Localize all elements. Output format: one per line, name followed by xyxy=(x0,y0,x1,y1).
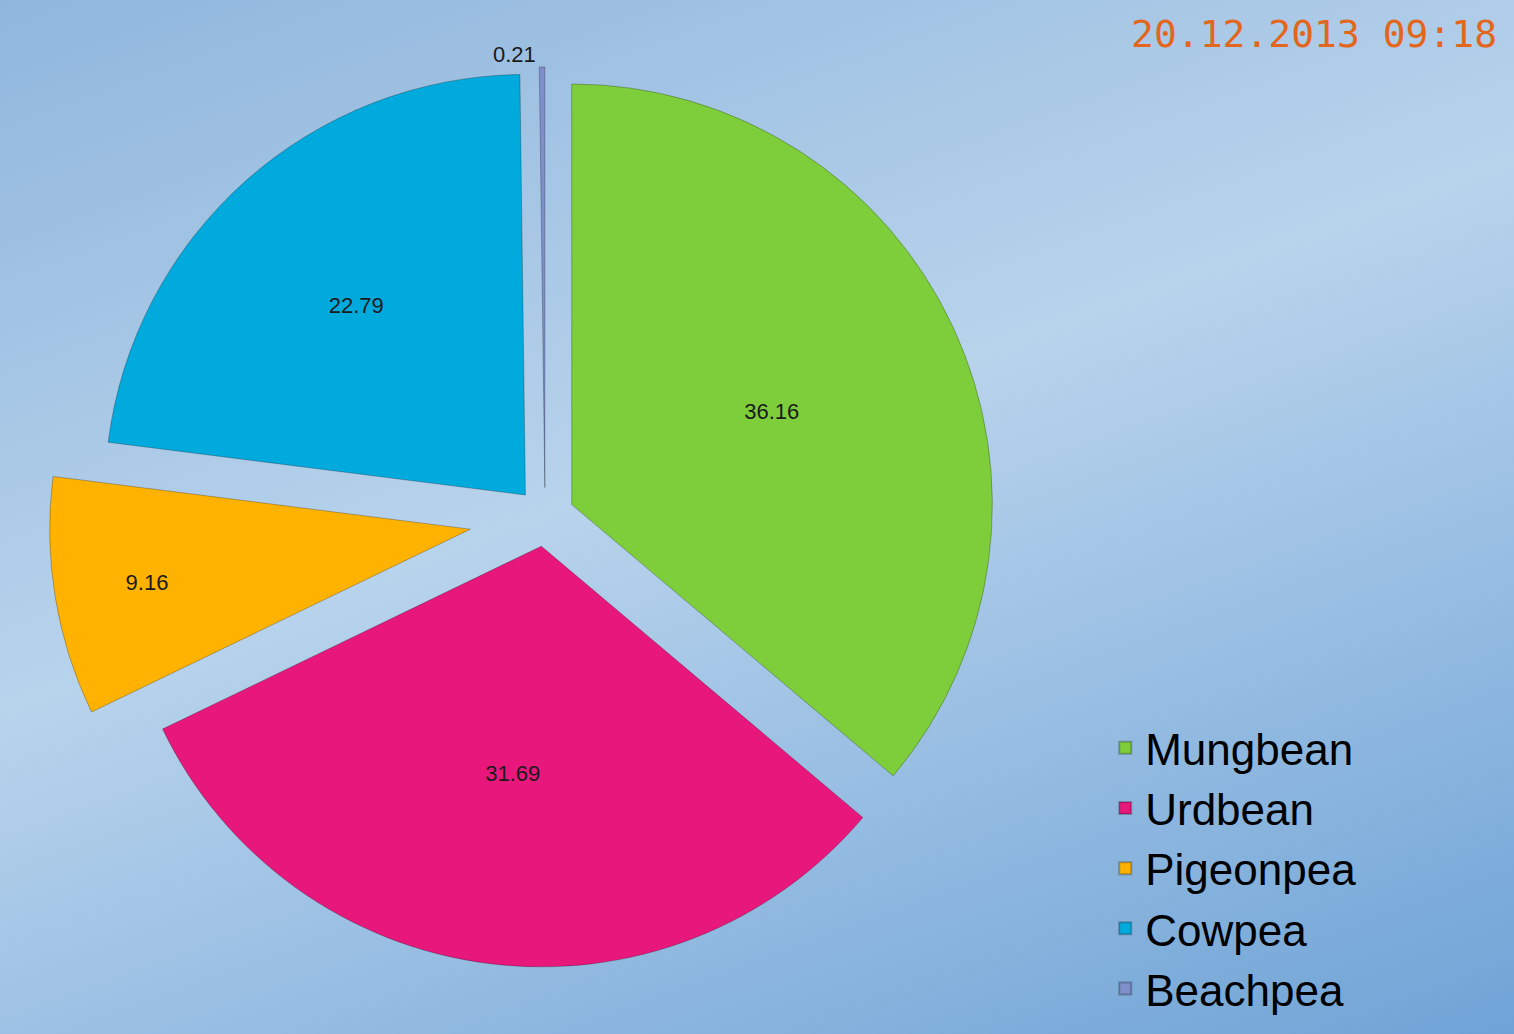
svg-text:Cowpea: Cowpea xyxy=(1145,906,1307,955)
svg-text:Pigeonpea: Pigeonpea xyxy=(1145,845,1356,894)
svg-text:Beachpea: Beachpea xyxy=(1145,966,1344,1015)
svg-text:9.16: 9.16 xyxy=(126,570,169,595)
svg-text:Mungbean: Mungbean xyxy=(1145,725,1353,774)
svg-text:36.16: 36.16 xyxy=(744,399,799,424)
svg-text:22.79: 22.79 xyxy=(329,293,384,318)
svg-text:Urdbean: Urdbean xyxy=(1145,785,1314,834)
svg-text:20.12.2013 09:18: 20.12.2013 09:18 xyxy=(1131,12,1497,56)
svg-text:31.69: 31.69 xyxy=(485,761,540,786)
svg-text:0.21: 0.21 xyxy=(493,42,536,67)
